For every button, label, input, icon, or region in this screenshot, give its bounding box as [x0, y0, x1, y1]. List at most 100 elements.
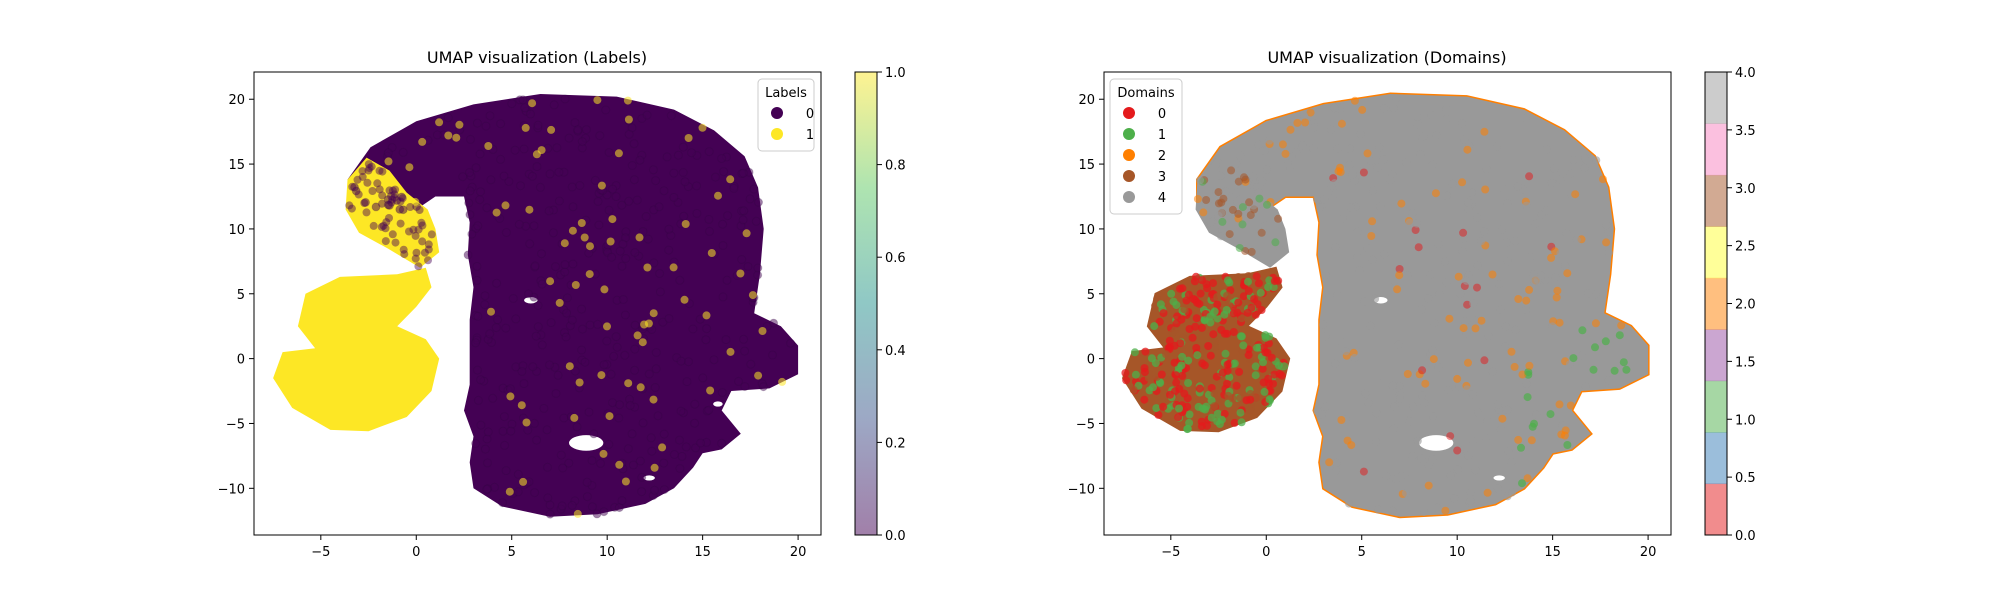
point-label-0	[411, 254, 420, 263]
point-domain-2	[1337, 416, 1346, 424]
point-label-0	[692, 208, 702, 218]
point-domain-4	[1592, 156, 1601, 165]
point-label-0	[476, 187, 485, 197]
point-domain-0	[1122, 376, 1131, 385]
point-label-0	[717, 388, 727, 397]
point-domain-4	[1232, 188, 1241, 197]
point-domain-0	[1212, 372, 1221, 381]
point-domain-4	[1442, 114, 1451, 123]
point-label-0	[676, 356, 686, 366]
point-domain-2	[1591, 319, 1600, 328]
point-label-0	[617, 200, 627, 210]
point-domain-0	[1242, 396, 1251, 405]
point-label-1	[577, 219, 586, 227]
point-domain-2	[1421, 379, 1430, 388]
point-domain-4	[1405, 417, 1414, 426]
point-label-0	[608, 184, 618, 194]
point-label-0	[570, 366, 580, 376]
cluster-gap	[569, 435, 604, 451]
point-domain-0	[1203, 284, 1212, 293]
colorbar-frame	[854, 71, 878, 536]
legend-marker	[771, 107, 783, 119]
point-label-1	[506, 392, 515, 401]
point-label-0	[611, 192, 621, 202]
point-domain-hook	[1196, 176, 1205, 185]
point-label-0	[630, 344, 640, 354]
point-domain-4	[1572, 235, 1581, 244]
point-label-0	[642, 110, 652, 120]
point-label-0	[624, 196, 634, 206]
point-domain-0	[1252, 272, 1261, 281]
point-domain-2	[1350, 96, 1359, 105]
point-domain-4	[1380, 104, 1389, 113]
point-label-0	[572, 422, 582, 432]
point-label-0	[577, 137, 587, 147]
point-label-0	[739, 206, 749, 216]
point-label-0	[498, 498, 507, 508]
point-domain-4	[1428, 160, 1437, 169]
point-domain-4	[1561, 261, 1570, 270]
point-domain-1	[1156, 300, 1165, 309]
point-label-0	[501, 228, 511, 237]
point-domain-4	[1459, 235, 1468, 243]
point-label-0	[531, 331, 541, 341]
point-domain-2	[1525, 285, 1534, 294]
point-domain-4	[1388, 506, 1397, 515]
point-domain-4	[1236, 151, 1245, 160]
point-label-1	[706, 386, 715, 395]
point-domain-4	[1424, 461, 1433, 470]
point-domain-4	[1380, 250, 1389, 259]
point-domain-hook	[1261, 221, 1270, 230]
point-domain-0	[1176, 339, 1185, 348]
point-label-0	[465, 186, 475, 196]
point-label-0	[701, 335, 711, 345]
point-domain-0	[1270, 277, 1279, 286]
point-label-0	[722, 275, 732, 285]
point-label-0	[537, 279, 547, 289]
point-label-0	[399, 245, 408, 254]
axes-frame	[1103, 71, 1672, 536]
point-domain-1	[1261, 333, 1270, 342]
cluster-gap	[713, 401, 723, 407]
point-label-0	[675, 464, 685, 473]
point-label-1	[444, 131, 453, 140]
point-domain-3	[1252, 394, 1261, 402]
point-domain-1	[1213, 409, 1222, 418]
point-domain-0	[1178, 371, 1187, 380]
point-domain-4	[1605, 248, 1613, 257]
point-domain-0	[1206, 351, 1215, 360]
point-label-0	[345, 201, 354, 210]
point-domain-4	[1388, 381, 1397, 390]
point-domain-4	[1309, 144, 1318, 153]
point-domain-0	[1172, 378, 1181, 387]
point-label-0	[629, 175, 639, 185]
point-domain-hook	[1217, 232, 1225, 241]
point-domain-4	[1562, 229, 1571, 237]
point-domain-4	[1353, 252, 1362, 261]
point-domain-4	[1300, 111, 1309, 120]
point-label-1	[680, 295, 689, 304]
point-domain-4	[1547, 179, 1556, 187]
point-domain-4	[1602, 221, 1611, 230]
point-domain-4	[1376, 202, 1385, 211]
point-label-0	[391, 238, 400, 247]
point-domain-4	[1460, 135, 1469, 144]
point-domain-4	[1464, 205, 1473, 214]
point-domain-4	[1412, 219, 1421, 228]
colorbar-band	[1705, 329, 1727, 382]
point-label-1	[517, 401, 526, 410]
point-label-0	[483, 427, 493, 437]
legend-marker	[1123, 107, 1135, 119]
point-domain-0	[1233, 308, 1242, 317]
point-label-0	[561, 332, 571, 342]
point-label-0	[556, 450, 566, 460]
point-label-0	[424, 240, 433, 249]
point-label-0	[684, 357, 693, 367]
point-label-1	[532, 150, 541, 159]
point-label-0	[528, 362, 538, 372]
point-domain-4	[1584, 289, 1593, 298]
point-domain-1	[1563, 441, 1572, 449]
point-label-0	[551, 262, 560, 272]
point-label-0	[545, 509, 555, 519]
